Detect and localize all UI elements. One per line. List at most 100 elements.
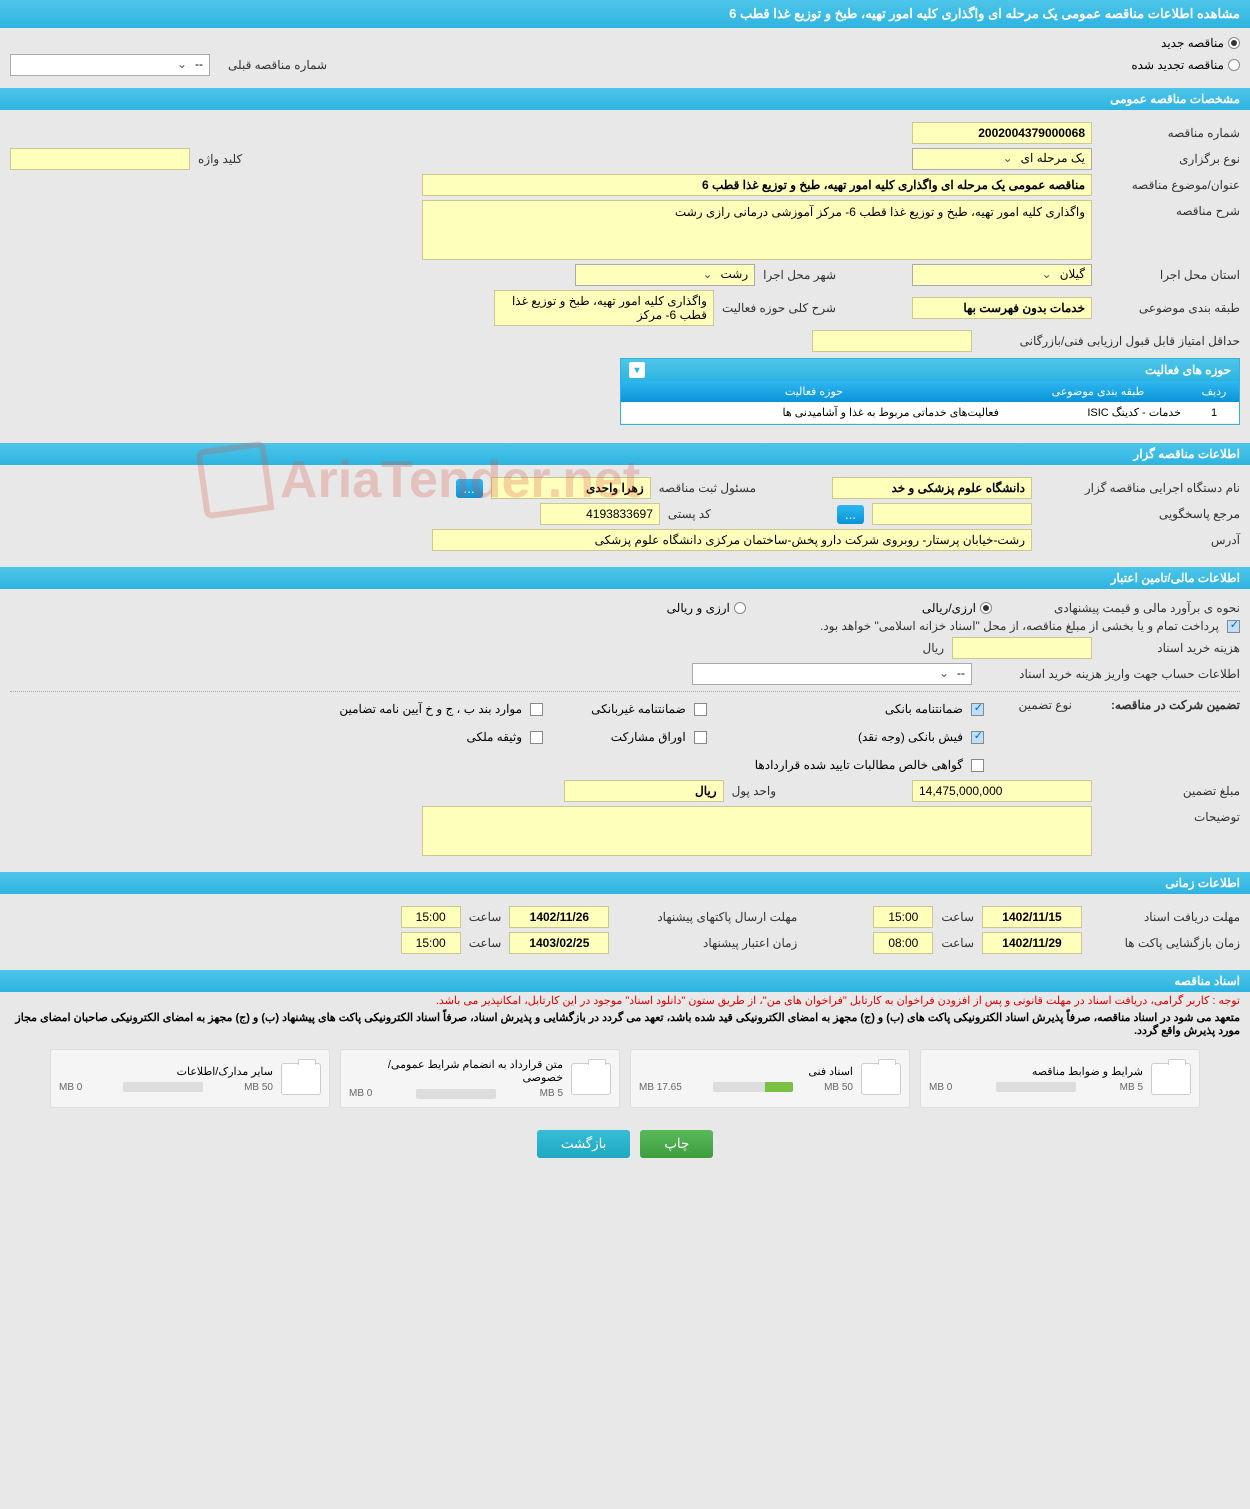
keyword-value[interactable]	[10, 148, 190, 170]
open-date: 1402/11/29	[982, 932, 1082, 954]
subject-value: مناقصه عمومی یک مرحله ای واگذاری کلیه ام…	[422, 174, 1092, 196]
minscore-label: حداقل امتیاز قابل قبول ارزیابی فنی/بازرگ…	[980, 334, 1240, 348]
doc-title: اسناد فنی	[639, 1065, 853, 1078]
cb-bank[interactable]	[971, 703, 984, 716]
col-scope: حوزه فعالیت	[621, 381, 1007, 402]
radio-currency[interactable]	[734, 602, 746, 614]
ref-more-button[interactable]: ...	[837, 505, 864, 524]
payment-note: پرداخت تمام و یا بخشی از مبلغ مناقصه، از…	[820, 619, 1219, 633]
open-label: زمان بازگشایی پاکت ها	[1090, 936, 1240, 950]
notes-value[interactable]	[422, 806, 1092, 856]
doc-cost-label: هزینه خرید اسناد	[1100, 641, 1240, 655]
doc-title: شرایط و ضوابط مناقصه	[929, 1065, 1143, 1078]
doc-card[interactable]: اسناد فنی 50 MB17.65 MB	[630, 1049, 910, 1108]
valid-date: 1403/02/25	[509, 932, 609, 954]
estimate-label: نحوه ی برآورد مالی و قیمت پیشنهادی	[1000, 601, 1240, 615]
cb-cert[interactable]	[971, 759, 984, 772]
amount-label: مبلغ تضمین	[1100, 784, 1240, 798]
org-value: دانشگاه علوم پزشکی و خد	[832, 477, 1032, 499]
notice-black: متعهد می شود در اسناد مناقصه، صرفاً پذیر…	[0, 1009, 1250, 1039]
keyword-label: کلید واژه	[198, 152, 242, 166]
activity-table: ردیف طبقه بندی موضوعی حوزه فعالیت 1 خدما…	[621, 381, 1239, 424]
folder-icon	[861, 1063, 901, 1095]
doc-card[interactable]: شرایط و ضوابط مناقصه 5 MB0 MB	[920, 1049, 1200, 1108]
guarantee-type-label: نوع تضمین	[992, 698, 1072, 712]
subject-label: عنوان/موضوع مناقصه	[1100, 178, 1240, 192]
address-label: آدرس	[1040, 533, 1240, 547]
valid-time: 15:00	[401, 932, 461, 954]
type-select[interactable]: یک مرحله ای	[912, 148, 1092, 170]
radio-new-label: مناقصه جدید	[1161, 36, 1224, 50]
folder-icon	[1151, 1063, 1191, 1095]
section-financial: اطلاعات مالی/تامین اعتبار	[0, 567, 1250, 589]
cb-bonds[interactable]	[694, 731, 707, 744]
category-value: خدمات بدون فهرست بها	[912, 297, 1092, 319]
doc-cost-value[interactable]	[952, 637, 1092, 659]
cb-cash[interactable]	[971, 731, 984, 744]
radio-new-tender[interactable]	[1228, 37, 1240, 49]
cb-cert-label: گواهی خالص مطالبات تایید شده قراردادها	[755, 758, 963, 772]
guarantee-label: تضمین شرکت در مناقصه:	[1080, 698, 1240, 712]
reg-person-more-button[interactable]: ...	[456, 479, 483, 498]
cb-cash-label: فیش بانکی (وجه نقد)	[858, 730, 963, 744]
radio-rial[interactable]	[980, 602, 992, 614]
time-label-3: ساعت	[941, 936, 974, 950]
prev-tender-select[interactable]: --	[10, 54, 210, 76]
table-row: 1 خدمات - کدینگ ISIC فعالیت‌های خدماتی م…	[621, 402, 1239, 424]
scope-label: شرح کلی حوزه فعالیت	[722, 301, 836, 315]
time-label-2: ساعت	[469, 910, 502, 924]
folder-icon	[571, 1063, 611, 1095]
print-button[interactable]: چاپ	[640, 1130, 713, 1158]
category-label: طبقه بندی موضوعی	[1100, 301, 1240, 315]
doc-card[interactable]: متن قرارداد به انضمام شرایط عمومی/خصوصی …	[340, 1049, 620, 1108]
cb-property[interactable]	[530, 731, 543, 744]
open-time: 08:00	[873, 932, 933, 954]
time-label-4: ساعت	[469, 936, 502, 950]
radio-renewed-tender[interactable]	[1228, 59, 1240, 71]
send-date: 1402/11/26	[509, 906, 609, 928]
section-organizer: اطلاعات مناقصه گزار	[0, 443, 1250, 465]
ref-value[interactable]	[872, 503, 1032, 525]
postal-label: کد پستی	[668, 507, 711, 521]
type-label: نوع برگزاری	[1100, 152, 1240, 166]
col-row: ردیف	[1189, 381, 1239, 402]
reg-person-value: زهرا واحدی	[491, 477, 651, 499]
minscore-value[interactable]	[812, 330, 972, 352]
doc-card[interactable]: سایر مدارک/اطلاعات 50 MB0 MB	[50, 1049, 330, 1108]
cb-bonds-label: اوراق مشارکت	[611, 730, 686, 744]
scope-value: واگذاری کلیه امور تهیه، طبخ و توزیع غذا …	[494, 290, 714, 326]
cb-cases[interactable]	[530, 703, 543, 716]
notice-red: توجه : کاربر گرامی، دریافت اسناد در مهلت…	[0, 992, 1250, 1009]
send-time: 15:00	[401, 906, 461, 928]
collapse-icon[interactable]: ▾	[629, 362, 645, 378]
activity-panel-title: حوزه های فعالیت	[1145, 363, 1231, 377]
cb-property-label: وثیقه ملکی	[466, 730, 522, 744]
city-label: شهر محل اجرا	[763, 268, 836, 282]
doc-title: سایر مدارک/اطلاعات	[59, 1065, 273, 1078]
receive-label: مهلت دریافت اسناد	[1090, 910, 1240, 924]
col-category: طبقه بندی موضوعی	[1007, 381, 1189, 402]
desc-value: واگذاری کلیه امور تهیه، طبخ و توزیع غذا …	[422, 200, 1092, 260]
cb-nonbank-label: ضمانتنامه غیربانکی	[591, 702, 686, 716]
section-documents: اسناد مناقصه	[0, 970, 1250, 992]
radio-currency-label: ارزی و ریالی	[667, 601, 730, 615]
city-select[interactable]: رشت	[575, 264, 755, 286]
cb-cases-label: موارد بند ب ، ج و خ آیین نامه تضامین	[339, 702, 522, 716]
desc-label: شرح مناقصه	[1100, 200, 1240, 218]
tender-no-label: شماره مناقصه	[1100, 126, 1240, 140]
province-select[interactable]: گیلان	[912, 264, 1092, 286]
account-select[interactable]: --	[692, 663, 972, 685]
send-label: مهلت ارسال پاکتهای پیشنهاد	[617, 910, 797, 924]
payment-checkbox[interactable]	[1227, 620, 1240, 633]
doc-title: متن قرارداد به انضمام شرایط عمومی/خصوصی	[349, 1058, 563, 1084]
radio-rial-label: ارزی/ریالی	[922, 601, 976, 615]
back-button[interactable]: بازگشت	[537, 1130, 631, 1158]
prev-tender-label: شماره مناقصه قبلی	[228, 58, 327, 72]
ref-label: مرجع پاسخگویی	[1040, 507, 1240, 521]
tender-no-value: 2002004379000068	[912, 122, 1092, 144]
section-timing: اطلاعات زمانی	[0, 872, 1250, 894]
cb-nonbank[interactable]	[694, 703, 707, 716]
currency-label: واحد پول	[732, 784, 776, 798]
time-label-1: ساعت	[941, 910, 974, 924]
section-general: مشخصات مناقصه عمومی	[0, 88, 1250, 110]
